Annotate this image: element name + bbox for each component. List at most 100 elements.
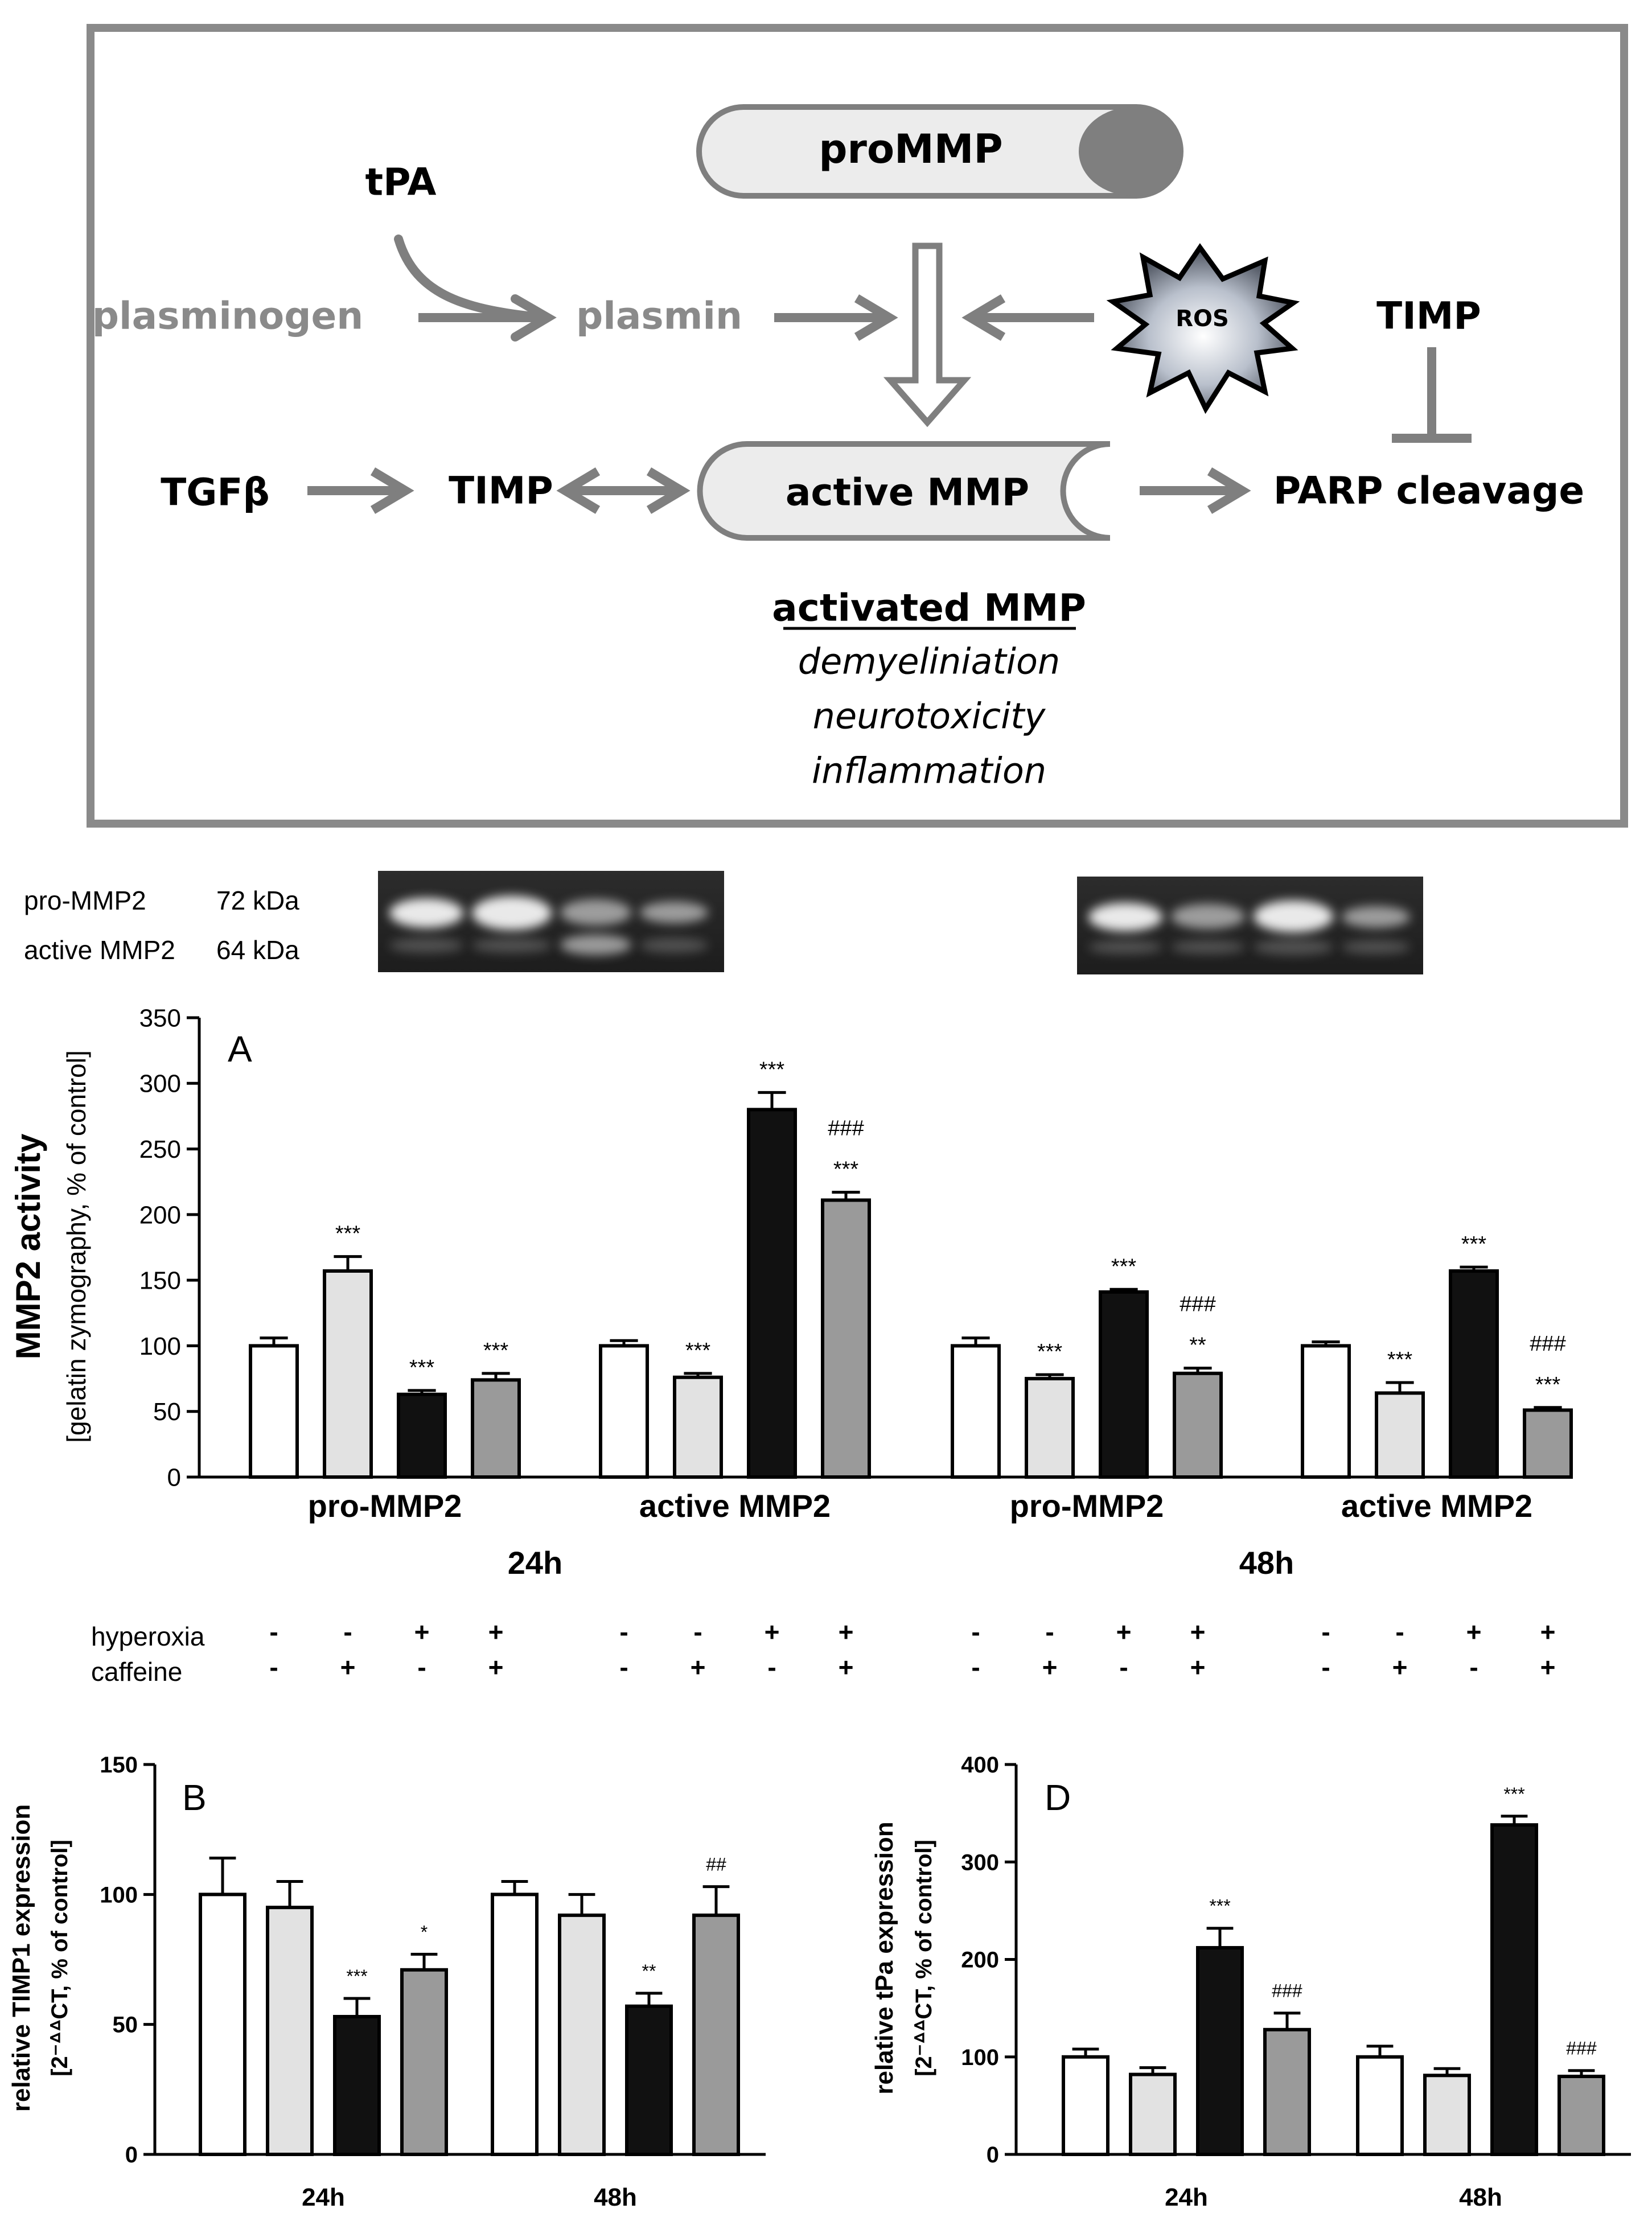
treatment-sign: +	[838, 1652, 854, 1682]
panel-a-y-tick-label: 300	[139, 1070, 181, 1098]
treatment-sign: -	[619, 1617, 628, 1647]
gel-size-64: 64 kDa	[216, 935, 299, 965]
panel-a-significance-label: ###	[1180, 1293, 1215, 1317]
panel-d-y-tick-label: 200	[961, 1948, 999, 1973]
panel-b-significance-label: ***	[346, 1966, 367, 1986]
treatment-sign: -	[971, 1617, 980, 1647]
panel-a-bar	[397, 1392, 447, 1479]
panel-d-significance-label: ###	[1566, 2038, 1597, 2059]
panel-d-y-tick-label: 100	[961, 2045, 999, 2070]
panel-b-bar	[199, 1893, 246, 2156]
panel-b-significance-label: *	[421, 1922, 428, 1942]
panel-a-y-sublabel: [gelatin zymography, % of control]	[61, 1050, 91, 1442]
effect-inflammation: inflammation	[811, 750, 1047, 792]
panel-d-bar	[1356, 2055, 1404, 2156]
gel-label-active-mmp2: active MMP2	[24, 935, 175, 965]
panel-b-significance-label: **	[642, 1961, 656, 1981]
treatment-sign: -	[1045, 1617, 1054, 1647]
timp-right-label: TIMP	[1376, 294, 1481, 338]
parp-cleavage-label: PARP cleavage	[1273, 468, 1585, 513]
treatment-sign: -	[1469, 1652, 1478, 1682]
panel-a-significance-label: ***	[759, 1058, 785, 1081]
zymography-gel-24h	[378, 871, 724, 972]
panel-a-time-group-label: 48h	[1239, 1545, 1295, 1581]
treatment-sign: -	[343, 1617, 352, 1647]
panel-a-time-group-label: 24h	[508, 1545, 563, 1581]
treatment-sign: -	[269, 1617, 278, 1647]
panel-a-category-label: active MMP2	[639, 1488, 831, 1524]
panel-a-y-tick-label: 50	[153, 1398, 181, 1426]
panel-a-category-label: active MMP2	[1341, 1488, 1532, 1524]
panel-a-category-label: pro-MMP2	[308, 1488, 462, 1524]
panel-d-bar	[1558, 2075, 1605, 2156]
active-mmp-capsule	[697, 441, 1111, 541]
panel-a-significance-label: ***	[483, 1339, 509, 1363]
panel-b-category-label: 24h	[302, 2183, 345, 2211]
panel-a-significance-label: ***	[1387, 1348, 1413, 1372]
panel-d-y-sublabel: [2⁻ᐞᐞCT, % of control]	[911, 1840, 936, 2076]
panel-a-y-tick-label: 150	[139, 1267, 181, 1295]
panel-b-panel-letter: B	[182, 1777, 207, 1818]
panel-a-bar	[1025, 1377, 1075, 1479]
panel-a-bar	[747, 1108, 797, 1479]
treatment-sign: +	[764, 1617, 780, 1647]
activation-arrow	[883, 242, 972, 427]
activated-mmp-title: activated MMP	[772, 586, 1086, 630]
panel-b-y-tick-label: 150	[100, 1753, 138, 1778]
plasminogen-label: plasminogen	[92, 294, 364, 338]
panel-d-panel-letter: D	[1045, 1777, 1071, 1818]
panel-b-bar	[400, 1968, 448, 2156]
panel-d-bar	[1423, 2074, 1471, 2157]
panel-a-bar	[471, 1378, 521, 1479]
panel-a-significance-label: ***	[335, 1222, 361, 1246]
panel-a-bar	[599, 1344, 649, 1479]
treatment-sign: +	[1392, 1652, 1408, 1682]
panel-d-bar	[1263, 2027, 1311, 2157]
panel-b-bar	[625, 2004, 673, 2156]
panel-d-y-tick-label: 300	[961, 1850, 999, 1875]
plasmin-to-mmp-arrow	[774, 294, 898, 341]
panel-d-y-tick-label: 400	[961, 1753, 999, 1778]
zymography-gel-48h	[1077, 877, 1423, 974]
panel-d-y-label: relative tPa expression	[870, 1821, 898, 2094]
panel-a-significance-label: ***	[1111, 1254, 1137, 1278]
ros-label: ROS	[1176, 306, 1229, 332]
tgfb-label: TGFβ	[161, 470, 270, 515]
panel-d-category-label: 24h	[1165, 2183, 1208, 2211]
panel-a-significance-label: ***	[833, 1158, 859, 1182]
treatment-sign: +	[340, 1652, 356, 1682]
treatment-sign: +	[838, 1617, 854, 1647]
panel-b-bar	[692, 1913, 740, 2157]
panel-a-significance-label: ***	[685, 1339, 711, 1363]
panel-b-y-tick-label: 100	[100, 1882, 138, 1907]
treatment-sign: +	[1540, 1617, 1556, 1647]
treatment-sign: +	[414, 1617, 430, 1647]
plasmin-label: plasmin	[576, 294, 743, 338]
panel-a-y-tick-label: 100	[139, 1332, 181, 1360]
panel-a-significance-label: ###	[828, 1117, 864, 1141]
panel-a-bar	[1449, 1269, 1499, 1479]
panel-a-panel-letter: A	[228, 1029, 252, 1070]
panel-a-bar	[249, 1344, 299, 1479]
treatment-sign: +	[1190, 1652, 1206, 1682]
panel-a-bar	[1301, 1344, 1351, 1479]
panel-d-category-label: 48h	[1459, 2183, 1502, 2211]
treatment-sign: -	[1395, 1617, 1404, 1647]
panel-b-bar	[491, 1893, 539, 2156]
treatment-sign: +	[1466, 1617, 1482, 1647]
panel-a-y-tick-label: 0	[167, 1463, 181, 1491]
panel-b-y-sublabel: [2⁻ᐞᐞCT, % of control]	[47, 1840, 72, 2076]
panel-d-significance-label: ***	[1209, 1896, 1230, 1916]
panel-b-y-tick-label: 0	[125, 2142, 138, 2167]
panel-a-bar	[1173, 1371, 1223, 1479]
panel-a-bar	[951, 1344, 1001, 1479]
panel-a-y-tick-label: 200	[139, 1201, 181, 1229]
treatment-sign: -	[971, 1652, 980, 1682]
treatment-sign: +	[1190, 1617, 1206, 1647]
treatment-sign: -	[1119, 1652, 1128, 1682]
panel-b-bar	[266, 1906, 314, 2157]
gel-size-72: 72 kDa	[216, 886, 299, 915]
panel-a-bar	[1099, 1290, 1149, 1479]
timp-left-label: TIMP	[449, 468, 553, 513]
panel-d-significance-label: ###	[1272, 1981, 1302, 2001]
